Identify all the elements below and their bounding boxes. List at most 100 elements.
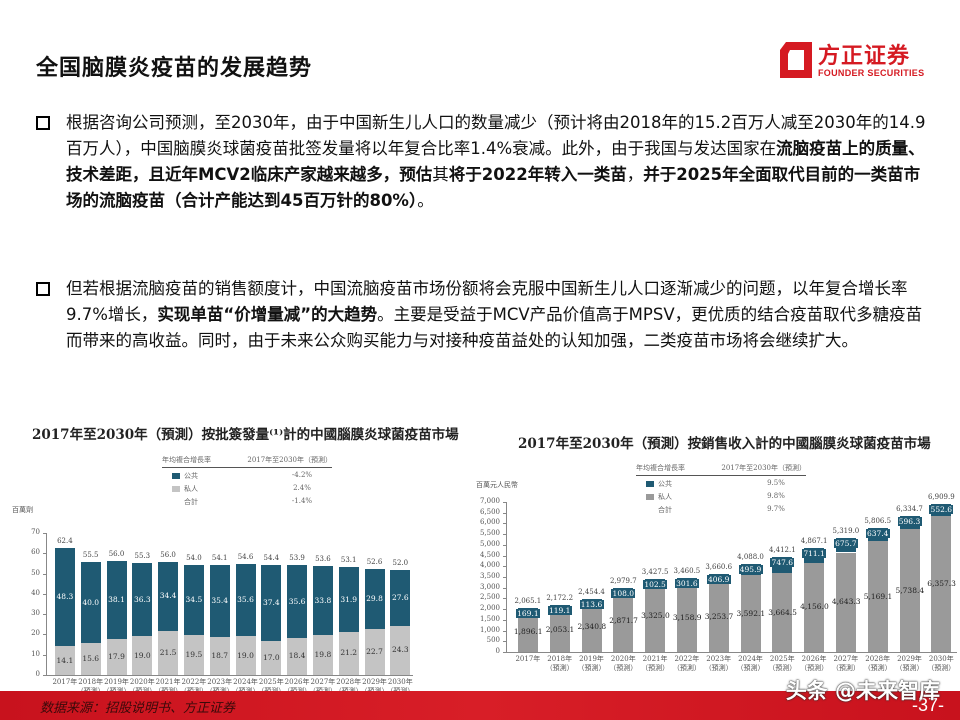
bar-segment-label: 3,664.5 (768, 607, 797, 617)
bar-segment-public (287, 565, 308, 638)
bar-segment-private (158, 631, 179, 675)
bar-total-label: 52.0 (392, 558, 409, 567)
y-tick (503, 523, 506, 525)
bar-segment-public (338, 567, 359, 632)
bullet-text: 但若根据流脑疫苗的销售额度计，中国流脑疫苗市场份额将会克服中国新生儿人口逐渐减少… (66, 279, 923, 350)
bar-segment-label: 18.4 (288, 651, 306, 661)
y-axis (46, 533, 47, 675)
y-tick-label: 4,500 (479, 550, 500, 559)
legend-name: 私人 (658, 493, 672, 501)
x-tick-label: 2025年（預測） (768, 655, 797, 672)
bar-total-label: 6,909.9 (927, 492, 955, 501)
legend-value: 9.7% (767, 505, 785, 513)
x-tick-label: 2024年（預測） (736, 655, 765, 672)
chart-revenue: 2017年至2030年（預測）按銷售收入計的中國腦膜炎球菌疫苗市場 年均複合增長… (470, 420, 960, 682)
bar-segment-private (899, 529, 920, 652)
y-tick-label: 6,500 (479, 507, 500, 516)
bar-segment-private (931, 515, 952, 652)
legend-key: 私人 (636, 492, 672, 502)
bar-segment-label: 35.4 (211, 596, 229, 606)
bar-segment-label: 301.6 (674, 578, 699, 588)
bar-segment-label: 19.8 (314, 649, 332, 659)
bar-segment-label: 34.5 (185, 595, 203, 605)
footer-bar: 数据来源：招股说明书、方正证券 -37- (0, 691, 960, 720)
bar-segment-label: 21.5 (159, 648, 177, 658)
legend-value: 9.5% (767, 479, 785, 487)
y-tick-label: 500 (486, 636, 500, 645)
bar-segment-private (312, 634, 333, 675)
y-tick-label: 10 (31, 649, 40, 658)
bar-segment-label: 29.8 (366, 593, 383, 603)
y-tick (43, 533, 46, 534)
bar-total-label: 4,088.0 (737, 553, 764, 562)
legend-name: 公共 (658, 480, 672, 488)
bar-segment-public (54, 548, 75, 647)
x-tick-label: 2019年（預測） (577, 655, 606, 672)
bar-segment-label: 19.0 (237, 650, 254, 660)
footer-source: 数据来源：招股说明书、方正证券 (40, 701, 236, 716)
founder-logo: 方正证券 FOUNDER SECURITIES (778, 36, 938, 86)
chart-title: 2017年至2030年（預測）按批簽發量⁽¹⁾計的中國腦膜炎球菌疫苗市場 (32, 427, 459, 443)
bar-total-label: 53.6 (315, 555, 331, 564)
bar-segment-label: 15.6 (82, 654, 100, 664)
x-tick-label: 2028年（預測） (863, 655, 892, 672)
logo-text-cn: 方正证券 (818, 44, 911, 69)
bar-segment-public (183, 565, 204, 636)
y-tick (503, 544, 506, 546)
bar-segment-label: 34.4 (159, 591, 177, 601)
bar-segment-private (645, 580, 666, 652)
bar-total-label: 54.0 (186, 554, 202, 563)
bar-segment-private (364, 628, 385, 675)
legend-header-right: 2017年至2030年（預測） (721, 464, 806, 472)
bar-segment-private (338, 631, 359, 675)
bar-total-label: 52.6 (366, 557, 383, 566)
bar-segment-label: 2,871.7 (609, 616, 638, 626)
bar-total-label: 4,412.1 (768, 546, 796, 555)
x-axis (506, 652, 958, 653)
y-tick-label: 60 (31, 548, 40, 557)
bar-total-label: 2,979.7 (609, 577, 637, 586)
legend-name: 合計 (184, 498, 198, 506)
bullet-paragraph-1: 根据咨询公司预测，至2030年，由于中国新生儿人口的数量减少（预计将由2018年… (36, 110, 936, 214)
bar-segment-public (132, 562, 153, 637)
bar-segment-label: 2,340.8 (577, 621, 607, 631)
y-tick-label: 1,000 (479, 625, 500, 634)
y-axis-unit: 百萬劑 (12, 506, 33, 514)
bar-segment-label: 119.1 (547, 606, 572, 616)
bar-segment-label: 596.3 (897, 517, 922, 527)
x-tick-label: 2017年 (515, 655, 541, 663)
bar-total-label: 62.4 (57, 537, 73, 546)
bar-segment-label: 5,169.1 (863, 591, 893, 601)
legend-header-left: 年均複合增長率 (636, 464, 685, 472)
y-tick (503, 512, 506, 514)
y-tick (503, 534, 506, 536)
legend-value: -1.4% (291, 497, 313, 505)
bar-segment-public (158, 561, 179, 632)
bar-segment-private (261, 640, 282, 675)
bar-segment-label: 21.2 (340, 648, 358, 658)
y-tick-label: 30 (31, 609, 40, 618)
legend-key: 私人 (162, 484, 198, 494)
legend-row: 合計 9.7% (636, 505, 806, 515)
bar-segment-label: 38.1 (108, 595, 125, 605)
bar-segment-label: 637.4 (865, 528, 890, 538)
legend-row: 私人 9.8% (636, 492, 806, 502)
bar-segment-label: 406.9 (706, 574, 731, 584)
bar-segment-label: 27.6 (391, 592, 409, 602)
legend-swatch-icon (646, 481, 654, 487)
bar-total-label: 56.0 (108, 550, 125, 559)
bar-segment-private (581, 601, 602, 652)
y-tick-label: 3,000 (479, 582, 500, 591)
bar-segment-label: 35.6 (288, 596, 306, 606)
bullet-text: 根据咨询公司预测，至2030年，由于中国新生儿人口的数量减少（预计将由2018年… (66, 113, 926, 210)
y-tick (503, 609, 506, 611)
y-tick (503, 598, 506, 600)
bar-segment-label: 552.6 (929, 504, 954, 514)
bar-segment-label: 3,158.9 (672, 613, 702, 623)
bar-segment-public (106, 561, 127, 639)
bar-segment-label: 102.5 (643, 579, 668, 589)
bar-segment-label: 6,357.3 (927, 578, 956, 588)
chart-title: 2017年至2030年（預測）按銷售收入計的中國腦膜炎球菌疫苗市場 (518, 436, 931, 452)
y-tick-label: 4,000 (479, 561, 500, 570)
bar-segment-label: 33.8 (314, 595, 332, 605)
